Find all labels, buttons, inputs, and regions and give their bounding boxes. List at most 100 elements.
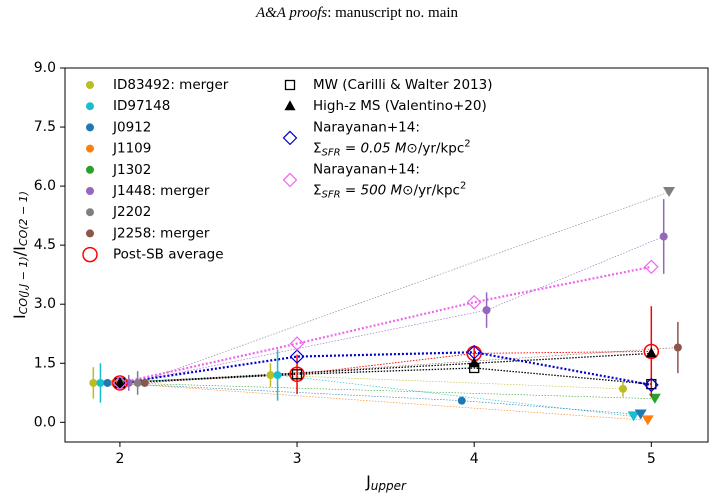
y-axis-label: ICO(J,J − 1)/ICO(2 − 1) — [10, 191, 31, 319]
legend-math: SFR — [322, 147, 341, 158]
point — [643, 343, 660, 360]
legend-marker — [86, 144, 94, 153]
point — [140, 378, 149, 387]
series-line — [137, 191, 670, 384]
y-label-sub: CO(J,J − 1) — [17, 256, 30, 314]
point — [289, 336, 305, 351]
legend-math: SFR — [322, 189, 341, 200]
x-axis-label: Jupper — [365, 472, 407, 493]
x-label-main: J — [365, 472, 371, 491]
point — [468, 357, 480, 368]
point — [103, 378, 112, 387]
y-tick-label: 3.0 — [34, 296, 56, 312]
point — [482, 306, 491, 315]
y-tick-label: 0.0 — [34, 414, 56, 430]
point — [289, 366, 305, 383]
legend-math: /yr/kpc — [414, 182, 460, 198]
point — [618, 384, 627, 393]
legend-marker — [86, 187, 94, 195]
point — [133, 378, 142, 387]
point — [645, 347, 657, 358]
legend-label-line2: ΣSFR = 500 M⊙/yr/kpc2 — [313, 180, 466, 200]
legend-marker — [284, 100, 296, 111]
y-label-main: I — [10, 314, 29, 319]
upper-limit — [663, 187, 676, 198]
legend-marker — [86, 229, 94, 238]
legend-math: Σ — [313, 182, 322, 198]
legend-math: 2 — [464, 138, 470, 149]
legend-label-line2: ΣSFR = 0.05 M⊙/yr/kpc2 — [313, 138, 471, 158]
legend-label: ID83492: merger — [113, 77, 229, 93]
x-tick-label: 4 — [470, 451, 479, 467]
legend-label: J2258: merger — [112, 225, 210, 241]
legend-math: = 500 M — [341, 182, 403, 198]
point — [466, 294, 482, 310]
point — [266, 371, 275, 380]
legend-math: = 0.05 M — [341, 140, 407, 156]
legend-marker — [86, 123, 94, 132]
legend-math: /yr/kpc — [418, 140, 464, 156]
point — [273, 371, 282, 380]
legend-marker — [86, 165, 94, 174]
point — [643, 259, 659, 275]
series-line — [119, 265, 652, 385]
legend-math: ⊙ — [407, 140, 418, 156]
journal: A&A proofs — [255, 5, 327, 21]
series-line — [121, 382, 655, 399]
legend-label: Post-SB average — [113, 247, 224, 263]
legend-marker — [284, 79, 296, 91]
point — [96, 378, 105, 387]
legend-label: J2202 — [112, 204, 151, 220]
x-label-sub: upper — [371, 479, 407, 493]
point — [457, 396, 466, 405]
y-tick-label: 1.5 — [34, 355, 56, 371]
x-tick-label: 2 — [115, 451, 124, 467]
point — [643, 377, 659, 393]
series-line — [128, 236, 664, 384]
y-tick-label: 9.0 — [34, 60, 56, 76]
legend-marker — [86, 81, 94, 89]
legend-label: Narayanan+14: — [313, 119, 420, 135]
legend-marker — [86, 102, 94, 111]
point — [114, 376, 126, 387]
legend-label: J1448: merger — [112, 183, 210, 199]
point — [646, 378, 657, 390]
point — [673, 343, 682, 352]
point — [659, 232, 668, 241]
legend-label: Narayanan+14: — [313, 161, 420, 177]
upper-limit — [627, 411, 640, 422]
legend-label: ID97148 — [113, 98, 170, 114]
y-label-sub: CO(2 − 1) — [17, 191, 30, 246]
legend-math: Σ — [313, 140, 322, 156]
y-tick-label: 6.0 — [34, 178, 56, 194]
legend-label: High-z MS (Valentino+20) — [313, 98, 487, 114]
upper-limit — [641, 415, 654, 426]
point — [112, 375, 128, 391]
y-tick-label: 7.5 — [34, 119, 56, 135]
x-tick-label: 3 — [293, 451, 302, 467]
upper-limit — [634, 409, 647, 420]
legend-math: ⊙ — [402, 182, 413, 198]
x-tick-label: 5 — [647, 451, 656, 467]
series-line — [144, 347, 678, 384]
legend-marker — [282, 172, 298, 188]
y-label-main: /I — [10, 246, 29, 256]
series-line — [119, 351, 652, 386]
legend-label: J0912 — [112, 119, 151, 135]
point — [291, 369, 303, 380]
legend-math: 2 — [460, 180, 466, 191]
legend-marker — [82, 246, 98, 263]
legend-marker — [86, 208, 94, 217]
point — [289, 349, 305, 364]
legend-marker — [282, 130, 298, 146]
point — [466, 344, 482, 360]
plot-frame — [64, 67, 709, 443]
legend-label: J1302 — [112, 162, 151, 178]
series-line — [119, 351, 652, 384]
page-header: A&A proofs: manuscript no. main — [255, 5, 459, 21]
point — [89, 378, 98, 387]
series-line — [114, 382, 648, 421]
legend-label: J1109 — [112, 141, 151, 157]
y-tick-label: 4.5 — [34, 237, 56, 253]
